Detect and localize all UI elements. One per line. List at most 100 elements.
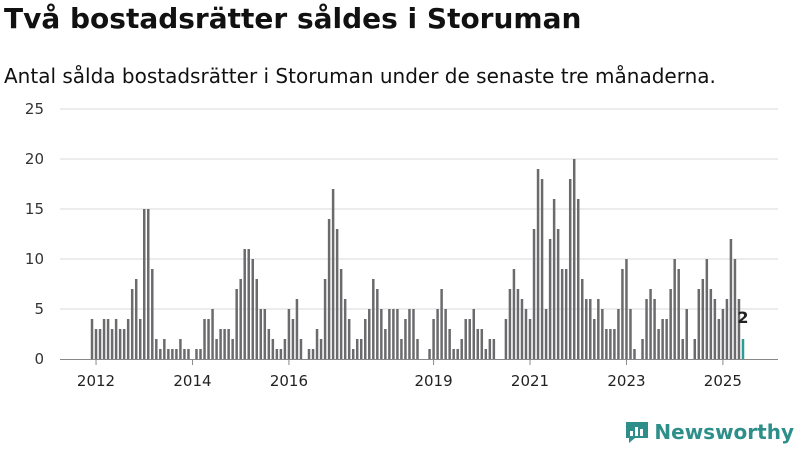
bar (609, 329, 611, 359)
bar (211, 309, 213, 359)
bar (657, 329, 659, 359)
bar (360, 339, 362, 359)
bar (573, 159, 575, 359)
bar (103, 319, 105, 359)
bar (388, 309, 390, 359)
bar (525, 309, 527, 359)
bar (718, 319, 720, 359)
bar (199, 349, 201, 359)
bar (537, 169, 539, 359)
bar (625, 259, 627, 359)
bar (730, 239, 732, 359)
bar (163, 339, 165, 359)
bar (115, 319, 117, 359)
bar (726, 299, 728, 359)
bar (139, 319, 141, 359)
bar (698, 289, 700, 359)
x-axis-ticks: 2012 2014 2016 2019 2021 2023 2025 (77, 359, 742, 390)
bar (384, 329, 386, 359)
bar (396, 309, 398, 359)
bar (268, 329, 270, 359)
bar (585, 299, 587, 359)
bar (681, 339, 683, 359)
bar (235, 289, 237, 359)
bar (372, 279, 374, 359)
x-tick-label: 2016 (270, 372, 308, 390)
bar (260, 309, 262, 359)
bar (541, 179, 543, 359)
bar (288, 309, 290, 359)
bar (545, 309, 547, 359)
bar (135, 279, 137, 359)
bar (597, 299, 599, 359)
bar (256, 279, 258, 359)
bar (348, 319, 350, 359)
bar (320, 339, 322, 359)
bar (131, 289, 133, 359)
newsworthy-logo: Newsworthy (624, 419, 794, 445)
bar (223, 329, 225, 359)
bar (239, 279, 241, 359)
x-tick-label: 2021 (511, 372, 549, 390)
bar (706, 259, 708, 359)
bar (107, 319, 109, 359)
bar (468, 319, 470, 359)
bar (517, 289, 519, 359)
bar (151, 269, 153, 359)
bar (661, 319, 663, 359)
y-tick-label: 0 (34, 350, 44, 368)
y-tick-label: 10 (25, 250, 44, 268)
bar (119, 329, 121, 359)
bar (187, 349, 189, 359)
bar (400, 339, 402, 359)
bar (613, 329, 615, 359)
bar (621, 269, 623, 359)
bar (143, 209, 145, 359)
y-tick-label: 15 (25, 200, 44, 218)
bar (673, 259, 675, 359)
bar (565, 269, 567, 359)
bar (633, 349, 635, 359)
bar (167, 349, 169, 359)
bar (485, 349, 487, 359)
bar (324, 279, 326, 359)
bar (316, 329, 318, 359)
bar (428, 349, 430, 359)
bar (340, 269, 342, 359)
bar (203, 319, 205, 359)
bar (416, 339, 418, 359)
bar (352, 349, 354, 359)
bar (247, 249, 249, 359)
bar (533, 229, 535, 359)
bar (264, 309, 266, 359)
bar (404, 319, 406, 359)
bar (272, 339, 274, 359)
y-tick-label: 25 (25, 100, 44, 118)
bar (179, 339, 181, 359)
bar (147, 209, 149, 359)
chart-title: Två bostadsrätter såldes i Storuman (4, 2, 581, 35)
bar (284, 339, 286, 359)
bar (669, 289, 671, 359)
bar (380, 309, 382, 359)
bar (505, 319, 507, 359)
x-tick-label: 2012 (77, 372, 115, 390)
bar (448, 329, 450, 359)
bar (629, 309, 631, 359)
bar (215, 339, 217, 359)
bar (677, 269, 679, 359)
bar (477, 329, 479, 359)
bar (276, 349, 278, 359)
bar (589, 299, 591, 359)
bar (734, 259, 736, 359)
chart-subtitle: Antal sålda bostadsrätter i Storuman und… (4, 64, 716, 88)
bar (364, 319, 366, 359)
bar (155, 339, 157, 359)
bar (444, 309, 446, 359)
bar (710, 289, 712, 359)
bar (557, 229, 559, 359)
bar (280, 349, 282, 359)
bar (641, 339, 643, 359)
y-tick-label: 5 (34, 300, 44, 318)
